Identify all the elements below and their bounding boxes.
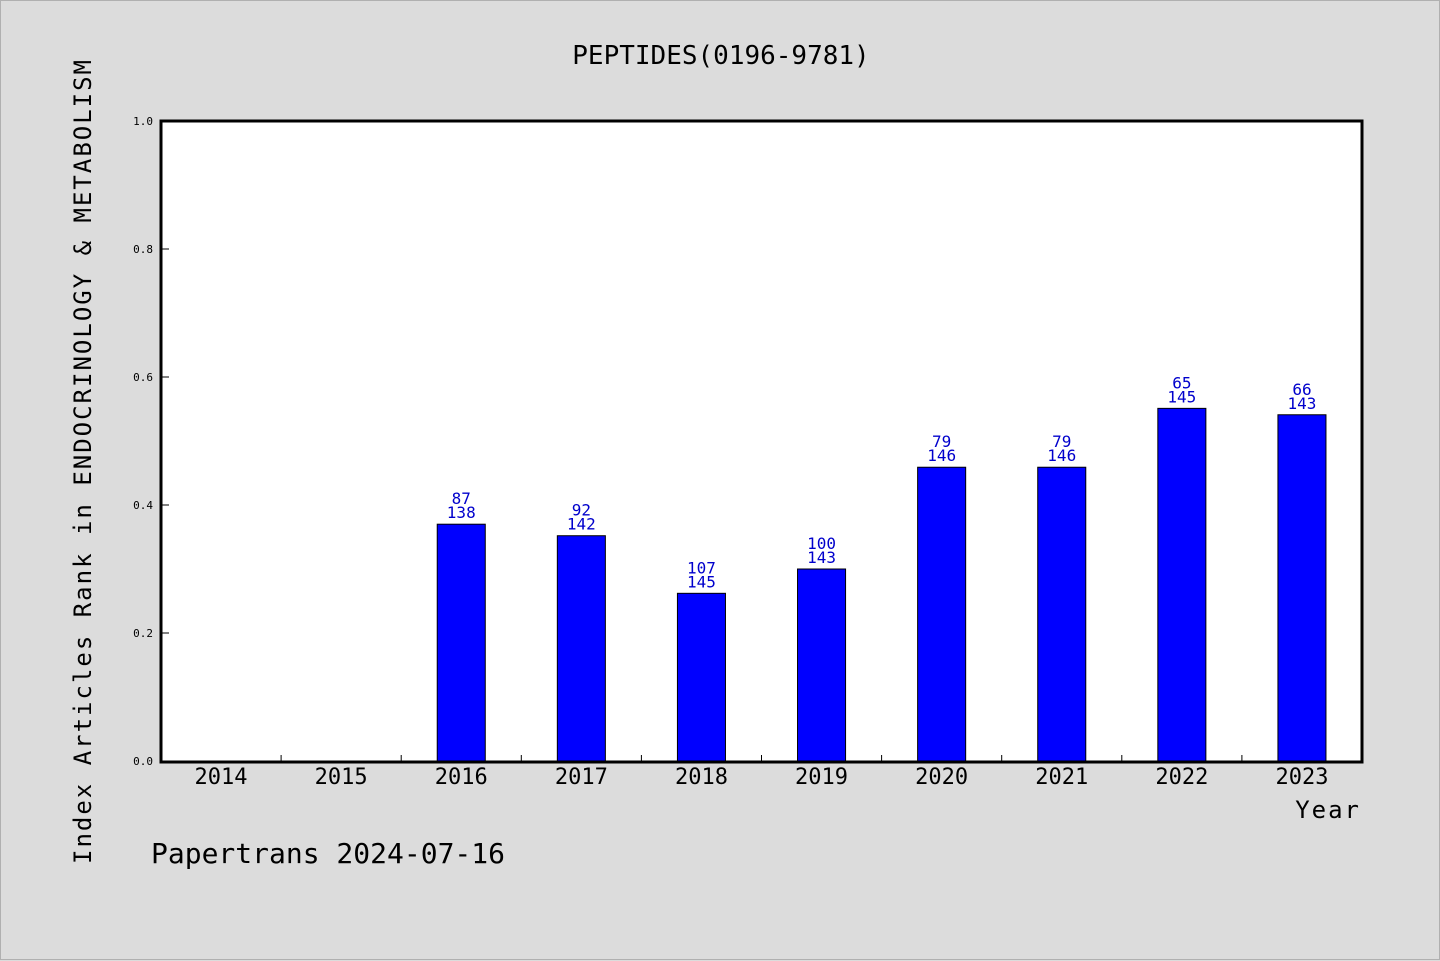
bar [436, 523, 486, 762]
x-tick-label: 2015 [315, 765, 368, 790]
y-tick-label: 0.6 [133, 371, 153, 384]
bar-label-rank: 107 [687, 558, 716, 577]
bar-label-total: 143 [1287, 394, 1316, 413]
bar-label-rank: 66 [1292, 380, 1311, 399]
bar-label-total: 145 [1167, 387, 1196, 406]
x-axis-label: Year [1295, 796, 1361, 824]
footer-credit: Papertrans 2024-07-16 [151, 837, 505, 870]
bar-label-rank: 79 [932, 432, 951, 451]
x-tick-label: 2017 [555, 765, 608, 790]
x-axis-ticks: 2014 2015 2016 2017 2018 2019 2020 2021 2022 2023 [195, 755, 1328, 790]
y-tick-label: 0.4 [133, 499, 153, 512]
x-tick-label: 2019 [795, 765, 848, 790]
bar-label-total: 143 [807, 548, 836, 567]
y-tick-label: 0.2 [133, 627, 153, 640]
x-tick-label: 2023 [1275, 765, 1328, 790]
y-tick-label: 1.0 [133, 115, 153, 128]
bar-label-total: 146 [927, 446, 956, 465]
bar-label-total: 146 [1047, 446, 1076, 465]
bar [556, 535, 606, 762]
bar-series [436, 407, 1327, 762]
bar [917, 466, 967, 762]
y-tick-label: 0.0 [133, 755, 153, 768]
bar [797, 568, 847, 762]
x-tick-label: 2021 [1035, 765, 1088, 790]
bar [676, 592, 726, 762]
bar [1157, 407, 1207, 762]
bar [1277, 414, 1327, 762]
x-tick-label: 2016 [435, 765, 488, 790]
y-axis-ticks: 0.0 0.2 0.4 0.6 0.8 1.0 [133, 115, 169, 768]
x-tick-label: 2022 [1155, 765, 1208, 790]
bar-label-rank: 79 [1052, 432, 1071, 451]
chart-title: PEPTIDES(0196-9781) [572, 41, 869, 71]
bar-label-rank: 87 [452, 489, 471, 508]
plot-border [159, 119, 1364, 764]
y-tick-label: 0.8 [133, 243, 153, 256]
bar-label-total: 138 [447, 503, 476, 522]
x-tick-label: 2014 [195, 765, 248, 790]
x-tick-label: 2018 [675, 765, 728, 790]
x-tick-label: 2020 [915, 765, 968, 790]
bar-label-total: 142 [567, 515, 596, 534]
bar-label-rank: 100 [807, 534, 836, 553]
bar-label-rank: 65 [1172, 373, 1191, 392]
y-axis-label: Index Articles Rank in ENDOCRINOLOGY & M… [69, 58, 97, 864]
bar-label-total: 145 [687, 572, 716, 591]
bar [1037, 466, 1087, 762]
bar-label-rank: 92 [572, 501, 591, 520]
